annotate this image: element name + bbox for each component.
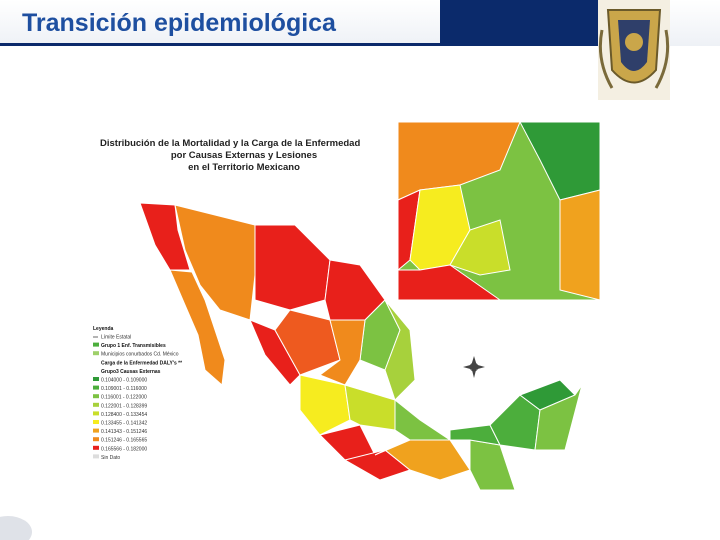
legend-label: Municipios conurbados Cd. México [101, 352, 179, 358]
legend-swatch [93, 437, 99, 442]
map-title: por Causas Externas y Lesiones [171, 150, 317, 161]
corner-decoration [0, 516, 32, 540]
legend-swatch [93, 445, 99, 450]
legend-label: Carga de la Enfermedad DALY's ** [101, 360, 182, 366]
crest-logo [598, 0, 670, 100]
compass-rose [463, 356, 485, 378]
legend-label: 0.109001 - 0.116000 [101, 386, 147, 392]
legend-swatch [93, 420, 99, 424]
legend-label: 0.151246 - 0.165565 [101, 438, 147, 444]
legend-label: Límite Estatal [101, 335, 131, 341]
legend-swatch [93, 377, 99, 381]
inset-map [397, 121, 601, 301]
legend-swatch [93, 385, 99, 390]
map-legend: Leyenda Límite Estatal Grupo 1 Enf. Trans… [93, 326, 182, 461]
map-title: en el Territorio Mexicano [188, 162, 300, 173]
legend-swatch [93, 394, 99, 399]
legend-label: 0.133455 - 0.141342 [101, 421, 147, 427]
legend-swatch [93, 411, 99, 416]
legend-label: Grupo 1 Enf. Transmisibles [101, 343, 166, 349]
legend-label: 0.128400 - 0.133454 [101, 412, 147, 418]
legend-swatch [93, 351, 99, 356]
mexico-map [139, 202, 583, 491]
legend-label: Grupo3 Causas Externas [101, 369, 161, 375]
legend-swatch [93, 454, 99, 459]
legend-swatch [93, 428, 99, 433]
header-block [440, 0, 598, 46]
legend-label: 0.141343 - 0.151246 [101, 429, 147, 435]
legend-swatch [93, 402, 99, 407]
legend-title: Leyenda [93, 326, 114, 332]
map-title: Distribución de la Mortalidad y la Carga… [100, 138, 360, 149]
legend-label: 0.116001 - 0.122000 [101, 395, 147, 401]
legend-label: 0.122001 - 0.128399 [101, 403, 147, 409]
legend-swatch [93, 342, 99, 347]
header-rule [0, 43, 598, 46]
legend-label: Sin Dato [101, 455, 120, 461]
legend-label: 0.165566 - 0.182000 [101, 446, 147, 452]
slide-title: Transición epidemiológica [22, 9, 337, 37]
legend-label: 0.104000 - 0.109000 [101, 378, 147, 384]
